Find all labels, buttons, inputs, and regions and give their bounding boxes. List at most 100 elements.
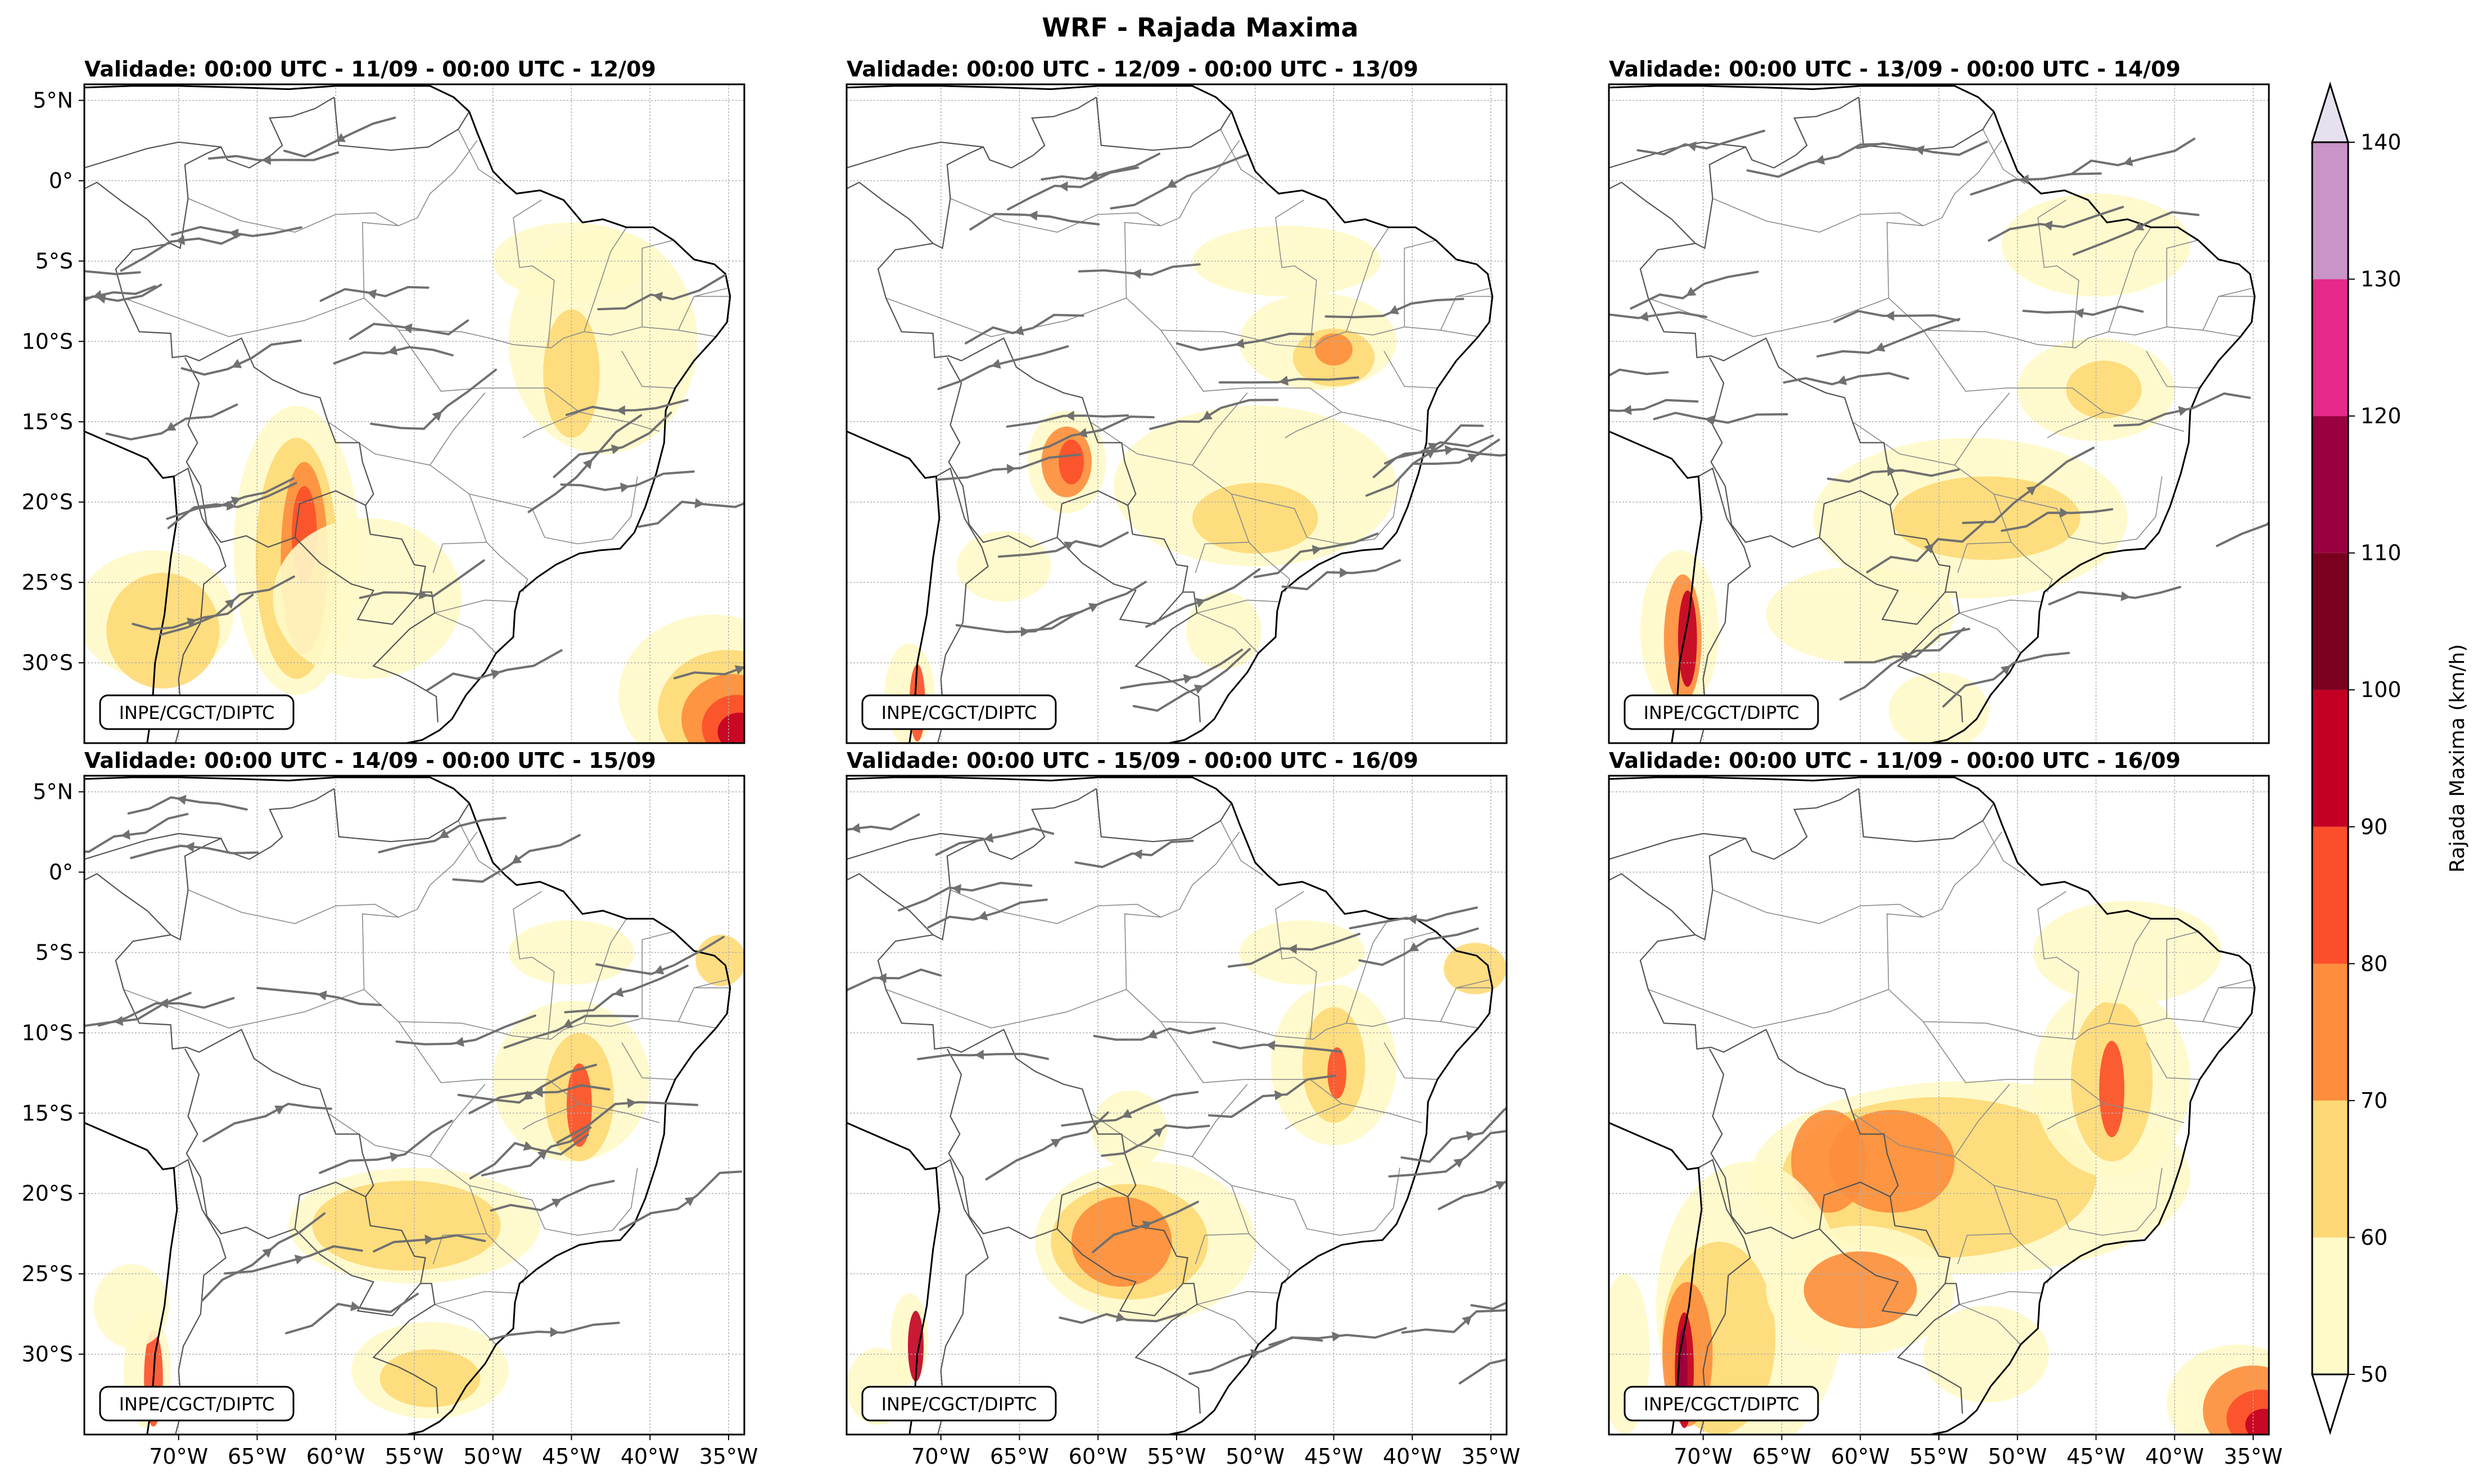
streamline bbox=[1470, 1301, 1507, 1310]
lat-tick-label: 20°S bbox=[22, 490, 73, 514]
lat-tick-label: 0° bbox=[49, 860, 73, 885]
streamline-arrow bbox=[1332, 1331, 1341, 1342]
credit-label: INPE/CGCT/DIPTC bbox=[1644, 1393, 1799, 1415]
streamline-arrow bbox=[1532, 1341, 1542, 1350]
colorbar-band bbox=[2312, 416, 2348, 553]
streamline-arrow bbox=[1389, 305, 1399, 315]
map-panel-6: Validade: 00:00 UTC - 11/09 - 00:00 UTC … bbox=[1608, 748, 2283, 1469]
streamline bbox=[1358, 928, 1479, 966]
coastline bbox=[84, 85, 470, 112]
streamline bbox=[370, 368, 497, 430]
colorbar-tick-label: 130 bbox=[2361, 267, 2402, 292]
streamline-arrow bbox=[523, 1141, 533, 1151]
streamline-arrow bbox=[616, 405, 625, 415]
state-border bbox=[429, 392, 486, 465]
state-border bbox=[1192, 1084, 1248, 1157]
credit-box bbox=[99, 1386, 295, 1422]
streamline-arrow bbox=[262, 1248, 273, 1258]
lon-tick-label: 40°W bbox=[621, 1444, 680, 1469]
country-border bbox=[294, 1228, 422, 1316]
streamline-arrow bbox=[432, 411, 442, 422]
state-border bbox=[398, 1021, 660, 1124]
state-border bbox=[1285, 411, 1342, 438]
map-panels: Validade: 00:00 UTC - 11/09 - 00:00 UTC … bbox=[22, 57, 2283, 1469]
state-borders bbox=[1648, 820, 2255, 1345]
streamline bbox=[1324, 297, 1464, 319]
streamline-arrow bbox=[563, 1019, 573, 1028]
streamline bbox=[452, 834, 581, 883]
country-border bbox=[1609, 182, 1696, 244]
state-border bbox=[2108, 918, 2152, 1024]
state-border bbox=[327, 421, 528, 592]
gust-contour bbox=[93, 1264, 169, 1348]
streamline-arrow bbox=[261, 155, 271, 165]
lat-tick-label: 30°S bbox=[22, 1342, 73, 1367]
state-border bbox=[1404, 931, 1436, 1019]
gust-contour bbox=[2245, 1409, 2269, 1435]
map-frame bbox=[83, 83, 745, 744]
state-border bbox=[2108, 227, 2152, 332]
streamline-arrow bbox=[1622, 405, 1632, 415]
credit-box bbox=[861, 694, 1057, 730]
state-border bbox=[432, 541, 487, 573]
streamline-arrow bbox=[1166, 179, 1177, 188]
colorbar-band bbox=[2312, 1100, 2348, 1238]
colorbar-band bbox=[2312, 826, 2348, 964]
streamline-arrow bbox=[1122, 1109, 1132, 1118]
colorbar-bands bbox=[2312, 142, 2348, 1374]
streamline-arrow bbox=[1250, 1349, 1260, 1359]
state-border bbox=[432, 1233, 487, 1265]
country-border bbox=[173, 467, 227, 743]
streamline-arrow bbox=[224, 599, 235, 609]
streamline-arrow bbox=[2060, 508, 2069, 518]
streamline bbox=[105, 403, 238, 441]
state-border bbox=[434, 1304, 496, 1345]
gridlines bbox=[1609, 84, 2269, 743]
streamline-arrow bbox=[1153, 1128, 1164, 1138]
gust-contour bbox=[956, 531, 1051, 602]
lon-tick-label: 40°W bbox=[1383, 1444, 1442, 1469]
lon-tick-label: 45°W bbox=[542, 1444, 601, 1469]
state-border bbox=[1712, 831, 2002, 924]
colorbar-extend-max bbox=[2310, 81, 2350, 143]
streamline bbox=[1400, 1106, 1507, 1163]
panel-title: Validade: 00:00 UTC - 11/09 - 00:00 UTC … bbox=[1609, 748, 2181, 773]
streamline-arrow bbox=[120, 829, 130, 840]
lon-tick-label: 70°W bbox=[1674, 1444, 1733, 1469]
streamline-arrow bbox=[2000, 665, 2011, 675]
country-border bbox=[1858, 788, 1995, 843]
streamline-arrow bbox=[1495, 1180, 1506, 1191]
lon-tick-label: 55°W bbox=[1147, 1444, 1206, 1469]
country-border bbox=[123, 989, 374, 1197]
state-border bbox=[1954, 1084, 2010, 1157]
streamline bbox=[969, 212, 1100, 230]
state-border bbox=[1993, 476, 2163, 545]
coastline bbox=[406, 803, 731, 1435]
state-border bbox=[1197, 1291, 1279, 1305]
map-frame bbox=[845, 83, 1508, 744]
lon-tick-label: 50°W bbox=[463, 1444, 522, 1469]
lon-tick-label: 45°W bbox=[1304, 1444, 1363, 1469]
streamline-arrow bbox=[1875, 342, 1885, 352]
colorbar-tick-label: 60 bbox=[2361, 1225, 2387, 1250]
streamline bbox=[1023, 581, 1147, 632]
coastline bbox=[1930, 803, 2256, 1435]
lon-tick-label: 70°W bbox=[911, 1444, 970, 1469]
lon-tick-label: 55°W bbox=[1910, 1444, 1969, 1469]
state-border bbox=[1957, 541, 2011, 573]
colorbar-tick-label: 120 bbox=[2361, 404, 2402, 428]
country-border bbox=[946, 357, 1128, 548]
streamline-arrow bbox=[1059, 181, 1068, 192]
state-border bbox=[1383, 351, 1438, 389]
country-border bbox=[1708, 1048, 1891, 1239]
panel-title: Validade: 00:00 UTC - 15/09 - 00:00 UTC … bbox=[847, 748, 1418, 773]
streamline-arrow bbox=[991, 359, 1001, 369]
streamline-arrow bbox=[1704, 415, 1715, 426]
gridlines bbox=[847, 776, 1507, 1435]
streamline bbox=[1120, 649, 1244, 689]
gust-contour bbox=[1071, 1197, 1172, 1287]
streamline bbox=[256, 987, 382, 1006]
streamline-arrow bbox=[185, 841, 195, 852]
streamline-arrow bbox=[387, 345, 398, 355]
streamline-arrow bbox=[187, 617, 197, 627]
